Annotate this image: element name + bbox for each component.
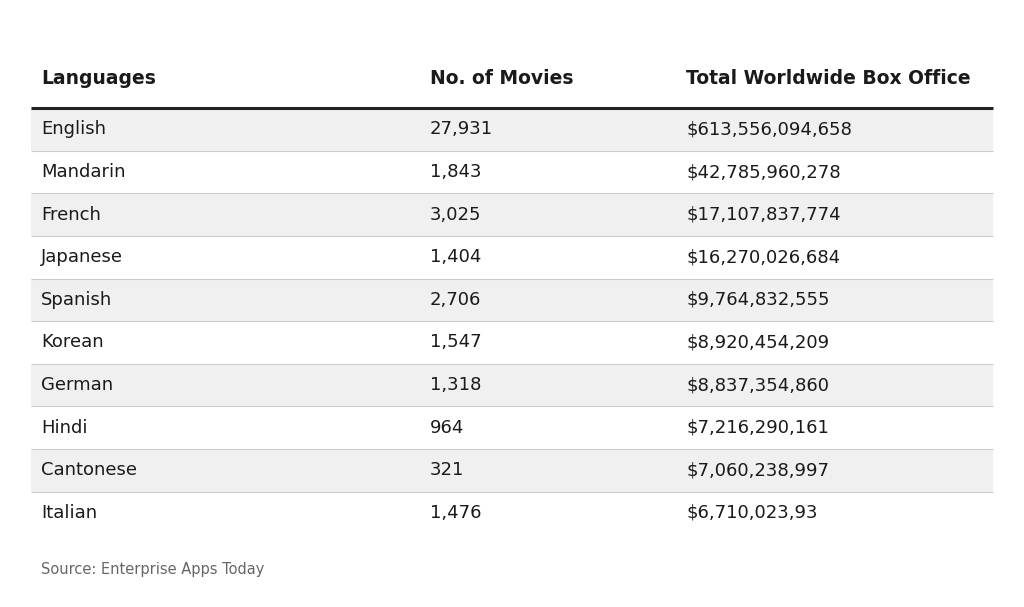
Text: 1,404: 1,404 bbox=[430, 248, 481, 266]
Text: Korean: Korean bbox=[41, 333, 103, 351]
Text: 321: 321 bbox=[430, 461, 465, 480]
Text: Source: Enterprise Apps Today: Source: Enterprise Apps Today bbox=[41, 561, 264, 577]
Text: Mandarin: Mandarin bbox=[41, 163, 126, 181]
Text: 1,318: 1,318 bbox=[430, 376, 481, 394]
Bar bbox=[31, 151, 993, 194]
Bar bbox=[31, 449, 993, 492]
Text: Italian: Italian bbox=[41, 504, 97, 522]
Bar bbox=[31, 406, 993, 449]
Text: $7,060,238,997: $7,060,238,997 bbox=[686, 461, 829, 480]
Text: $8,920,454,209: $8,920,454,209 bbox=[686, 333, 829, 351]
Text: German: German bbox=[41, 376, 113, 394]
Bar bbox=[31, 194, 993, 236]
Bar bbox=[31, 321, 993, 364]
Text: $613,556,094,658: $613,556,094,658 bbox=[686, 121, 852, 138]
Text: $16,270,026,684: $16,270,026,684 bbox=[686, 248, 841, 266]
Text: 964: 964 bbox=[430, 419, 465, 436]
Text: Spanish: Spanish bbox=[41, 291, 113, 309]
Text: $17,107,837,774: $17,107,837,774 bbox=[686, 206, 841, 224]
Text: Total Worldwide Box Office: Total Worldwide Box Office bbox=[686, 69, 971, 88]
Text: 3,025: 3,025 bbox=[430, 206, 481, 224]
Text: $6,710,023,93: $6,710,023,93 bbox=[686, 504, 817, 522]
Bar bbox=[31, 364, 993, 406]
Text: $42,785,960,278: $42,785,960,278 bbox=[686, 163, 841, 181]
Text: 1,476: 1,476 bbox=[430, 504, 481, 522]
Text: Japanese: Japanese bbox=[41, 248, 123, 266]
Text: 2,706: 2,706 bbox=[430, 291, 481, 309]
Text: 27,931: 27,931 bbox=[430, 121, 494, 138]
Bar bbox=[31, 279, 993, 321]
Text: English: English bbox=[41, 121, 105, 138]
Text: French: French bbox=[41, 206, 100, 224]
Text: Cantonese: Cantonese bbox=[41, 461, 137, 480]
Text: Hindi: Hindi bbox=[41, 419, 87, 436]
Bar bbox=[31, 108, 993, 151]
Text: Languages: Languages bbox=[41, 69, 156, 88]
Text: No. of Movies: No. of Movies bbox=[430, 69, 573, 88]
Text: $7,216,290,161: $7,216,290,161 bbox=[686, 419, 829, 436]
Text: $8,837,354,860: $8,837,354,860 bbox=[686, 376, 829, 394]
Text: $9,764,832,555: $9,764,832,555 bbox=[686, 291, 829, 309]
Text: 1,843: 1,843 bbox=[430, 163, 481, 181]
Bar bbox=[31, 492, 993, 534]
Bar bbox=[31, 236, 993, 279]
Text: 1,547: 1,547 bbox=[430, 333, 481, 351]
